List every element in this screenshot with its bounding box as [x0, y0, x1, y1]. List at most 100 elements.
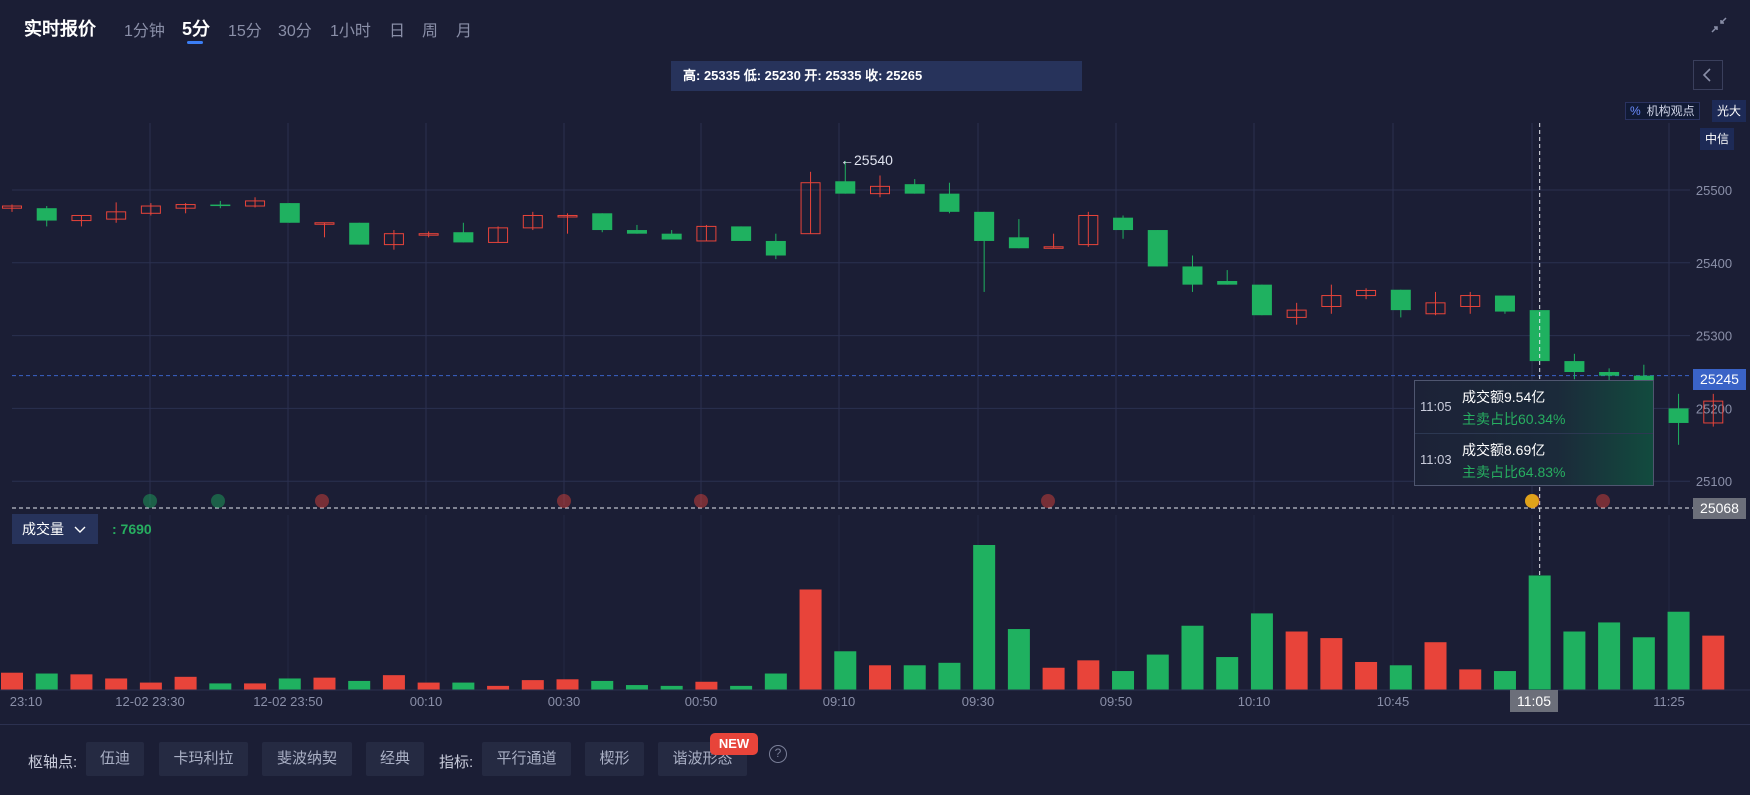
candle-body	[1668, 408, 1689, 423]
candle-body	[1217, 281, 1238, 285]
volume-bar	[1320, 638, 1343, 690]
volume-bar	[1216, 657, 1239, 690]
pivot-woodie-button[interactable]: 伍迪	[86, 742, 144, 776]
candle-body	[418, 233, 439, 236]
x-tick-label: 09:10	[823, 694, 856, 709]
collapse-arrows-icon[interactable]	[1710, 16, 1728, 34]
event-marker-icon	[315, 494, 329, 508]
tab-week[interactable]: 周	[422, 23, 439, 40]
tab-month[interactable]: 月	[456, 23, 473, 40]
tab-30min[interactable]: 30分	[278, 23, 312, 40]
volume-bar	[35, 673, 58, 690]
candle-body	[696, 225, 717, 242]
volume-indicator-dropdown[interactable]: 成交量	[12, 514, 98, 544]
current-price-tag: 25245	[1693, 369, 1746, 390]
tab-15min[interactable]: 15分	[228, 23, 262, 40]
tab-1min[interactable]: 1分钟	[124, 23, 165, 40]
y-tick-label: 25200	[1696, 401, 1732, 416]
candle-body	[557, 214, 578, 218]
volume-bar	[1285, 631, 1308, 690]
event-marker-icon	[694, 494, 708, 508]
candle-body	[245, 200, 266, 207]
volume-bar	[348, 680, 371, 690]
active-tab-indicator	[187, 41, 203, 44]
candle-body	[1599, 372, 1620, 376]
pivot-camarilla-button[interactable]: 卡玛利拉	[159, 742, 248, 776]
pivot-classic-button[interactable]: 经典	[366, 742, 424, 776]
y-tick-label: 25100	[1696, 474, 1732, 489]
pivot-fibonacci-button[interactable]: 斐波纳契	[262, 742, 352, 776]
candle-body	[765, 240, 786, 256]
candle-body	[904, 184, 925, 194]
candle-body	[1321, 295, 1342, 307]
event-marker-icon	[1041, 494, 1055, 508]
parallel-channel-button[interactable]: 平行通道	[482, 742, 571, 776]
volume-bar	[660, 685, 683, 690]
tab-5min[interactable]: 5分	[182, 19, 211, 39]
tooltip-row: 11:05 成交额9.54亿 主卖占比60.34%	[1415, 381, 1653, 433]
institution-tag-icon: %	[1630, 104, 1641, 118]
volume-bar	[938, 662, 961, 690]
institution-views[interactable]: % 机构观点	[1625, 102, 1700, 120]
x-tick-label: 09:50	[1100, 694, 1133, 709]
volume-bar	[105, 678, 128, 690]
candle-body	[210, 204, 231, 207]
tooltip-time: 11:03	[1420, 452, 1452, 467]
volume-bar	[139, 682, 162, 690]
volume-bar	[1563, 631, 1586, 690]
volume-bar	[1042, 667, 1065, 690]
volume-bar	[174, 676, 197, 690]
volume-bar	[1459, 669, 1482, 690]
question-circle-icon[interactable]: ?	[769, 745, 787, 763]
candle-body	[939, 193, 960, 212]
candle-body	[140, 205, 161, 214]
tooltip-time: 11:05	[1420, 399, 1452, 414]
candle-body	[314, 222, 335, 225]
volume-bar	[625, 685, 648, 690]
volume-bar	[487, 685, 510, 690]
crosshair-time-tag: 11:05	[1510, 690, 1558, 712]
institution-views-label: 机构观点	[1646, 104, 1695, 118]
institution-chip-zhongxin[interactable]: 中信	[1700, 128, 1735, 150]
candle-body	[1425, 302, 1446, 315]
candle-body	[1113, 217, 1134, 231]
panel-toggle-button[interactable]	[1693, 60, 1723, 90]
y-tick-label: 25400	[1696, 256, 1732, 271]
max-price-annotation: ←25540	[840, 152, 893, 168]
candlestick-chart[interactable]: 25500 25400 25300 25200 25100 ←25540 23:10 12-0…	[0, 0, 1750, 724]
candle-body	[1147, 230, 1168, 267]
volume-bar	[70, 674, 93, 690]
candle-body	[106, 211, 127, 220]
candle-body	[175, 204, 196, 209]
x-tick-label: 11:25	[1653, 694, 1685, 709]
candle-body	[1356, 289, 1377, 297]
candle-body	[1251, 284, 1272, 316]
candle-body	[1494, 295, 1515, 312]
tab-1hour[interactable]: 1小时	[330, 23, 371, 40]
ohlc-readout: 高: 25335 低: 25230 开: 25335 收: 25265	[671, 61, 1082, 91]
tooltip-amount: 成交额8.69亿	[1462, 442, 1546, 458]
x-tick-label: 12-02 23:30	[115, 694, 184, 709]
candle-body	[349, 222, 370, 245]
wedge-button[interactable]: 楔形	[585, 742, 644, 776]
event-marker-icon	[211, 494, 225, 508]
volume-bar	[1493, 671, 1516, 690]
candle-body	[1460, 295, 1481, 307]
volume-bar	[1007, 629, 1030, 690]
volume-bar	[1424, 642, 1447, 690]
candle-body	[731, 226, 752, 241]
volume-bar	[244, 683, 267, 690]
volume-bar	[1250, 613, 1273, 690]
tab-day[interactable]: 日	[389, 23, 406, 40]
institution-chip-guangda[interactable]: 光大	[1712, 100, 1747, 122]
candle-body	[1286, 309, 1307, 318]
candle-body	[626, 230, 647, 234]
volume-bar	[417, 682, 440, 690]
x-tick-label: 10:45	[1377, 694, 1410, 709]
event-marker-icon	[557, 494, 571, 508]
volume-bar	[695, 681, 718, 690]
volume-bar	[1, 672, 23, 690]
event-marker-icon	[1525, 494, 1539, 508]
chevron-left-icon	[1702, 68, 1711, 82]
volume-dropdown-label: 成交量	[22, 521, 64, 537]
